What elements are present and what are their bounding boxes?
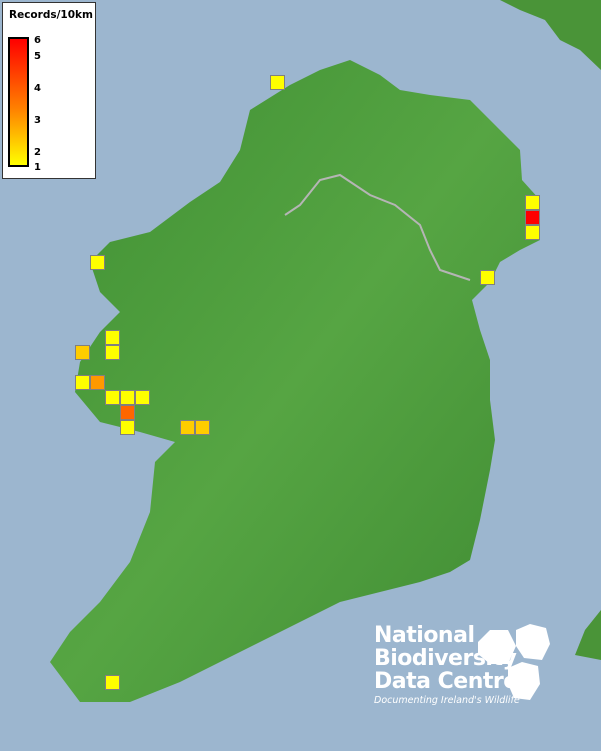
hexagon-logo-icon (478, 624, 550, 700)
logo-tagline: Documenting Ireland's Wildlife (374, 695, 520, 706)
record-cell[interactable] (75, 345, 90, 360)
record-cell[interactable] (120, 405, 135, 420)
record-cell[interactable] (525, 210, 540, 225)
legend: Records/10km 6 5 4 3 2 1 (2, 2, 96, 179)
record-cell[interactable] (90, 255, 105, 270)
record-cell[interactable] (135, 390, 150, 405)
nbdc-logo: National Biodiversity Data Centre Docume… (374, 623, 550, 706)
legend-tick: 3 (34, 115, 41, 126)
record-cell[interactable] (105, 345, 120, 360)
scotland-landmass (500, 0, 601, 70)
ireland-landmass (50, 60, 540, 702)
legend-tick: 2 (34, 147, 41, 158)
record-cell[interactable] (120, 420, 135, 435)
legend-tick: 5 (34, 51, 41, 62)
legend-tick: 1 (34, 162, 41, 173)
record-cell[interactable] (105, 330, 120, 345)
record-cell[interactable] (480, 270, 495, 285)
record-cell[interactable] (105, 675, 120, 690)
record-cell[interactable] (525, 195, 540, 210)
logo-line3: Data Centre (374, 669, 518, 694)
record-cell[interactable] (180, 420, 195, 435)
record-cell[interactable] (90, 375, 105, 390)
legend-tick: 6 (34, 35, 41, 46)
legend-tick: 4 (34, 83, 41, 94)
legend-color-bar (8, 37, 29, 167)
logo-line1: National (374, 623, 475, 648)
legend-title: Records/10km (9, 9, 93, 21)
record-cell[interactable] (195, 420, 210, 435)
border-line (284, 173, 471, 281)
record-cell[interactable] (525, 225, 540, 240)
wales-landmass (575, 610, 601, 660)
record-cell[interactable] (105, 390, 120, 405)
record-cell[interactable] (75, 375, 90, 390)
record-cell[interactable] (270, 75, 285, 90)
record-cell[interactable] (120, 390, 135, 405)
